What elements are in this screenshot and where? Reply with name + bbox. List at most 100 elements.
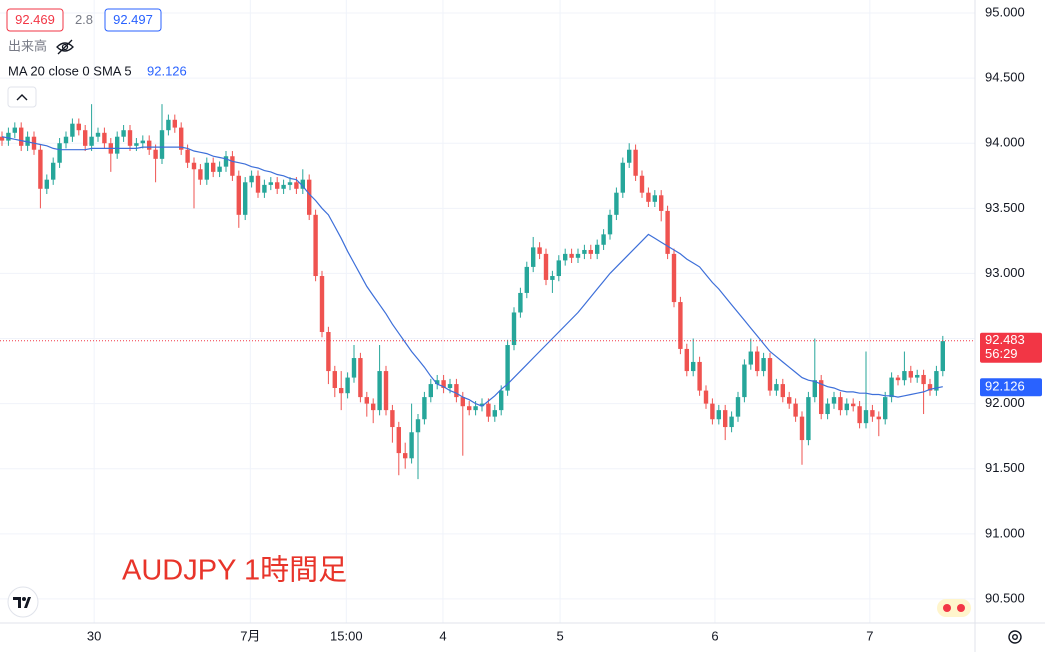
y-tick-label: 93.000 [985,265,1025,280]
candle-body [38,149,43,189]
x-tick-label: 7 [866,628,873,643]
candle-body [518,292,523,313]
ask-box[interactable] [104,8,162,32]
candle-body [499,390,504,411]
x-tick-label: 6 [711,628,718,643]
settings-icon[interactable] [1008,630,1022,644]
alert-icon[interactable] [937,599,971,617]
candle-body [390,410,395,428]
candle-body [633,149,638,176]
candle-body [678,302,683,349]
candle-body [652,195,657,202]
candle-body [70,123,75,137]
ma-badge [980,378,1042,397]
candle-body [185,149,190,163]
eye-off-icon[interactable] [56,39,74,55]
candle-body [236,175,241,215]
candle-body [6,132,11,141]
ask: 92.497 [113,12,153,27]
volume-label: 出来高 [8,38,47,53]
candle-body [230,156,235,176]
candle-body [582,249,587,254]
spread: 2.8 [75,12,93,27]
candle-body [121,130,126,137]
candle-body [531,247,536,267]
candle-body [870,410,875,417]
candle-body [627,149,632,163]
y-tick-label: 95.000 [985,4,1025,19]
candle-body [831,397,837,404]
candle-body [755,351,760,372]
candle-body [601,234,606,245]
candle-body [467,406,472,411]
y-tick-label: 91.500 [985,460,1025,475]
candle-body [697,361,702,391]
ma-value: 92.126 [147,63,187,78]
candle-body [691,361,696,372]
collapse-button[interactable] [7,86,37,108]
candle-body [179,127,184,150]
candle-body [371,403,376,411]
candle-body [287,182,293,185]
candle-body [659,195,664,211]
candle-body [684,348,689,372]
ma-legend: MA 20 close 0 SMA 5 [8,63,132,78]
price-badge-label: 92.483 [985,332,1025,347]
tv-logo[interactable] [7,586,39,618]
candle-body [761,358,766,372]
candle-body [255,175,261,193]
y-tick-label: 91.000 [985,525,1025,540]
bid: 92.469 [15,12,55,27]
candle-body [191,162,197,170]
candle-body [543,253,549,280]
candle-body [492,410,497,417]
candle-body [460,397,465,407]
candle-body [332,371,337,388]
candle-body [422,397,427,420]
candle-body [787,397,792,404]
candle-body [153,149,158,159]
candle-body [812,380,817,398]
candle-body [486,403,491,417]
candle-body [115,136,120,154]
candle-body [147,140,152,150]
annotation: AUDJPY 1時間足 [122,554,347,587]
candle-body [409,432,414,459]
candle-body [396,427,401,454]
candle-body [723,410,728,428]
candle-body [575,253,581,258]
candle-body [703,390,709,404]
candle-body [313,214,318,277]
candle-body [339,387,344,394]
y-tick-label: 94.000 [985,135,1025,150]
candle-body [851,403,856,407]
candle-body [844,403,849,411]
candle-body [915,374,920,378]
candle-body [428,384,433,398]
candle-body [76,123,81,131]
candle-body [377,371,382,411]
candle-body [204,162,209,180]
candle-body [927,384,933,391]
x-tick-label: 4 [439,628,446,643]
x-tick-label: 5 [556,628,563,643]
candle-body [415,419,421,433]
candle-body [934,371,939,391]
x-tick-label: 7月 [240,628,260,643]
candle-body [63,136,69,144]
x-tick-label: 30 [87,628,101,643]
candle-body [25,136,30,146]
candle-body [780,384,785,398]
candle-body [243,182,248,215]
countdown-label: 56:29 [985,346,1018,361]
candle-body [921,374,926,385]
candle-body [223,156,229,167]
candle-body [595,244,600,254]
candle-body [511,312,517,346]
bid-box[interactable] [6,8,64,32]
candle-body [358,358,363,398]
candle-body [671,253,677,303]
candle-body [639,175,645,193]
candle-body [710,403,715,420]
